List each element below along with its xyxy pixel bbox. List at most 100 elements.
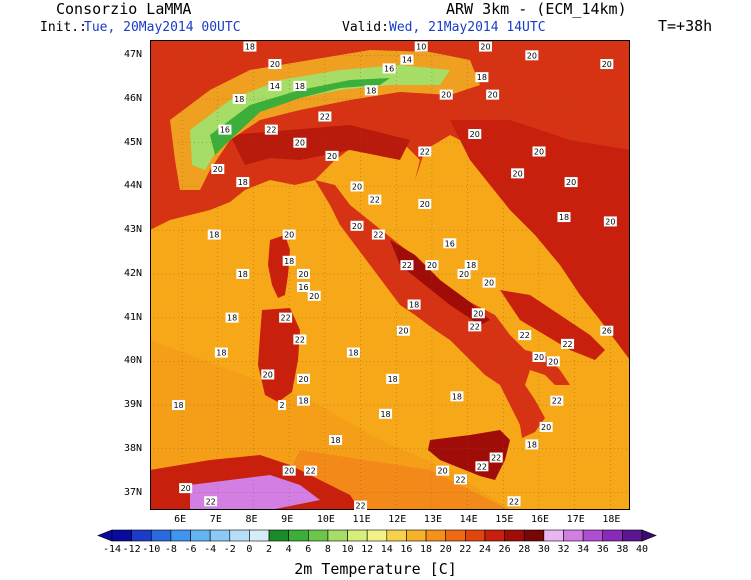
label-background (478, 41, 492, 52)
temperature-value-label: 14 (268, 80, 282, 91)
label-background (279, 312, 293, 323)
map-frame (150, 40, 630, 510)
italy-peninsula (315, 180, 570, 438)
label-background (603, 216, 617, 227)
colorbar-tick-label: 4 (285, 544, 292, 555)
temperature-value-label: 22 (293, 334, 307, 345)
colorbar-swatch (268, 529, 289, 542)
label-text: 16 (220, 126, 230, 135)
colorbar-swatch (445, 529, 466, 542)
label-background (396, 325, 410, 336)
temperature-value-label: 18 (236, 177, 250, 188)
colorbar-tick-label: 12 (361, 544, 374, 555)
temperature-value-label: 18 (207, 229, 221, 240)
label-text: 22 (355, 502, 365, 510)
temperature-value-label: 18 (172, 400, 186, 411)
label-background (414, 41, 428, 52)
temperature-value-label: 20 (282, 465, 296, 476)
temperature-value-label: 22 (371, 229, 385, 240)
colorbar-tick-label: 18 (420, 544, 433, 555)
temperature-value-label: 10 (414, 41, 428, 52)
label-background (236, 177, 250, 188)
temperature-value-label: 20 (532, 146, 546, 157)
colorbar-tick-label: 16 (400, 544, 413, 555)
temperature-value-label: 22 (561, 338, 575, 349)
colorbar-tick-label: 14 (380, 544, 393, 555)
sicily (428, 430, 510, 480)
label-background (400, 54, 414, 65)
label-background (539, 421, 553, 432)
lat-tick-label: 37N (124, 486, 143, 498)
lon-tick-label: 18E (602, 514, 621, 525)
lon-tick-label: 10E (316, 514, 335, 525)
label-background (468, 129, 482, 139)
label-text: 20 (352, 182, 362, 191)
colorbar-tick-label: 26 (498, 544, 511, 555)
label-text: 20 (438, 467, 448, 476)
lon-tick-label: 9E (281, 514, 294, 525)
lon-tick-label: 13E (423, 514, 442, 525)
balkans (450, 120, 630, 360)
colorbar-tick-label: -12 (122, 544, 141, 555)
label-text: 14 (402, 56, 412, 65)
colorbar-tick-label: 20 (439, 544, 452, 555)
label-text: 20 (527, 51, 537, 60)
label-background (450, 391, 464, 402)
colorbar-swatch (406, 529, 427, 542)
colorbar-tick-label: 28 (518, 544, 531, 555)
temperature-value-label: 20 (471, 308, 485, 319)
temperature-value-label: 18 (475, 72, 489, 83)
label-text: 18 (245, 43, 255, 52)
lon-tick-label: 16E (530, 514, 550, 525)
temperature-value-label: 20 (179, 483, 193, 494)
label-text: 20 (263, 370, 273, 379)
label-text: 18 (527, 440, 537, 449)
label-background (296, 268, 310, 279)
label-background (278, 400, 287, 411)
label-text: 20 (605, 217, 615, 226)
label-text: 18 (466, 261, 476, 270)
temperature-value-label: 20 (457, 268, 471, 279)
lon-tick-label: 6E (174, 514, 187, 525)
temperature-value-label: 20 (296, 373, 310, 384)
colorbar-swatch (288, 529, 309, 542)
colorbar-tick-label: 36 (596, 544, 609, 555)
label-background (282, 255, 296, 266)
label-background (243, 41, 257, 52)
label-text: 22 (491, 454, 501, 463)
label-background (218, 124, 232, 135)
temperature-value-label: 18 (525, 439, 539, 450)
label-background (407, 299, 421, 310)
colorbar-swatch (150, 529, 172, 542)
temperature-value-label: 18 (364, 85, 378, 96)
label-background (329, 435, 343, 446)
label-text: 20 (512, 169, 522, 178)
label-background (382, 63, 396, 74)
temperature-map: 1818181818181818181818202022201820222182… (150, 40, 630, 510)
label-text: 20 (470, 130, 480, 139)
colorbar-swatch (484, 529, 505, 542)
label-text: 20 (459, 270, 469, 279)
temperature-value-label: 20 (539, 421, 553, 432)
label-background (268, 80, 282, 91)
label-background (296, 282, 310, 293)
temperature-value-label: 18 (346, 347, 360, 358)
lat-tick-label: 44N (124, 180, 143, 192)
label-text: 22 (477, 462, 487, 471)
label-background (293, 137, 307, 148)
label-background (282, 229, 296, 240)
temperature-value-label: 20 (396, 325, 410, 336)
label-text: 20 (548, 357, 558, 366)
lead-time: T=+38h (658, 17, 713, 35)
label-text: 20 (284, 467, 294, 476)
label-text: 20 (327, 152, 337, 161)
label-text: 18 (366, 86, 376, 95)
label-text: 22 (402, 261, 412, 270)
label-background (425, 260, 439, 271)
label-background (214, 347, 228, 358)
label-text: 20 (284, 231, 294, 240)
label-background (293, 80, 307, 91)
label-text: 20 (213, 165, 223, 174)
label-text: 20 (541, 423, 551, 432)
temperature-value-label: 20 (350, 181, 364, 192)
